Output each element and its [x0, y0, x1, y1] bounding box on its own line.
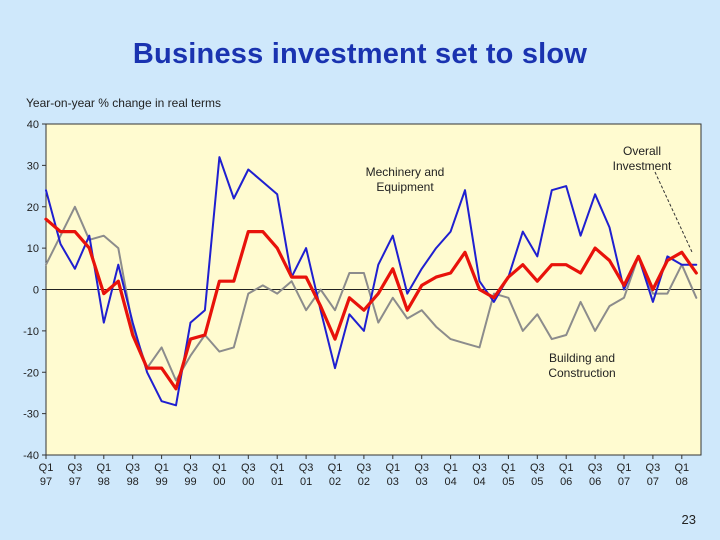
y-tick-label: 30	[27, 160, 39, 172]
machinery-series-line	[45, 156, 698, 407]
y-tick-label: 0	[33, 285, 39, 297]
x-tick-label: Q3 07	[646, 462, 661, 488]
series-group	[44, 156, 698, 407]
y-tick-label: -40	[23, 450, 39, 462]
x-tick-label: Q3 05	[530, 462, 545, 488]
x-tick-label: Q3 00	[241, 462, 256, 488]
y-tick-label: 20	[27, 202, 39, 214]
overall-series-line	[44, 217, 698, 391]
x-tick-label: Q1 00	[212, 462, 227, 488]
building-label: Building and Construction	[548, 351, 615, 380]
x-tick-label: Q3 99	[183, 462, 198, 488]
series-labels: Mechinery and Equipment Building and Constr…	[366, 144, 693, 380]
x-tick-label: Q3 04	[472, 462, 487, 488]
x-tick-label: Q3 03	[414, 462, 429, 488]
x-tick-label: Q1 05	[501, 462, 516, 488]
y-axis-label: Year-on-year % change in real terms	[26, 96, 221, 110]
y-axis: 40 30 20 10 0 -10 -20 -30 -40	[23, 119, 46, 462]
y-tick-label: -10	[23, 326, 39, 338]
y-tick-label: -20	[23, 367, 39, 379]
slide-number: 23	[681, 512, 696, 527]
y-tick-label: 40	[27, 119, 39, 131]
overall-label: Overall Investment	[613, 144, 672, 173]
x-tick-label: Q3 97	[68, 462, 83, 488]
x-tick-label: Q1 98	[96, 462, 111, 488]
x-tick-label: Q1 99	[154, 462, 169, 488]
x-tick-label: Q1 08	[674, 462, 689, 488]
x-tick-label: Q1 03	[385, 462, 400, 488]
y-tick-label: 10	[27, 243, 39, 255]
x-axis: Q1 97 Q3 97 Q1 98 Q3 98 Q1 99 Q3 99 Q1 00 Q3 00 Q1 01 Q3 01…	[39, 455, 689, 488]
x-tick-label: Q1 02	[328, 462, 343, 488]
x-tick-label: Q3 02	[357, 462, 372, 488]
page-title: Business investment set to slow	[132, 38, 588, 70]
x-tick-label: Q1 97	[39, 462, 54, 488]
x-tick-label: Q1 06	[559, 462, 574, 488]
x-tick-label: Q3 98	[125, 462, 140, 488]
x-tick-label: Q1 07	[617, 462, 632, 488]
machinery-label: Mechinery and Equipment	[366, 165, 445, 194]
x-tick-label: Q3 06	[588, 462, 603, 488]
x-tick-label: Q1 01	[270, 462, 285, 488]
x-tick-label: Q1 04	[443, 462, 458, 488]
x-tick-label: Q3 01	[299, 462, 314, 488]
y-tick-label: -30	[23, 409, 39, 421]
